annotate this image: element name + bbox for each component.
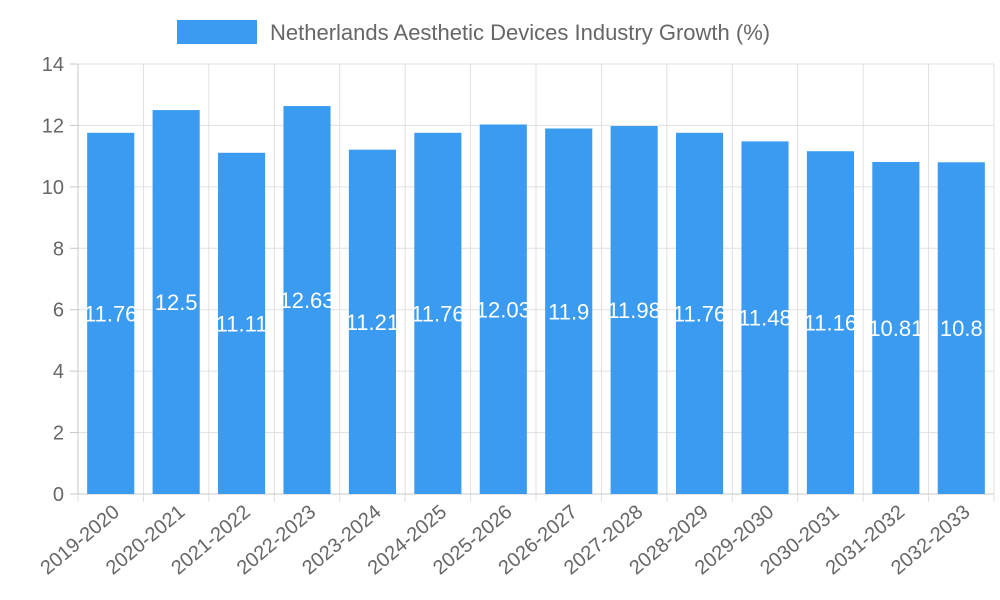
bar[interactable] bbox=[218, 152, 266, 494]
y-axis-tick-labels: 0 2 4 6 8 10 12 14 bbox=[42, 54, 64, 506]
bar[interactable] bbox=[87, 132, 135, 495]
y-tick-label: 12 bbox=[42, 115, 64, 137]
bar[interactable] bbox=[479, 124, 527, 494]
bar[interactable] bbox=[545, 128, 593, 495]
y-tick-label: 8 bbox=[53, 238, 64, 260]
data-label: 11.9 bbox=[548, 299, 589, 324]
data-label: 11.16 bbox=[804, 311, 857, 336]
data-label: 11.98 bbox=[607, 298, 660, 323]
y-tick-label: 2 bbox=[53, 423, 64, 445]
data-label: 11.76 bbox=[673, 301, 726, 326]
data-label: 11.48 bbox=[738, 306, 791, 331]
data-label: 12.5 bbox=[155, 290, 198, 315]
data-label: 10.81 bbox=[868, 316, 923, 341]
y-tick-label: 6 bbox=[53, 300, 64, 322]
bar[interactable] bbox=[872, 161, 920, 494]
y-tick-label: 14 bbox=[42, 54, 64, 76]
y-tick-label: 0 bbox=[53, 484, 64, 506]
data-label: 10.8 bbox=[940, 316, 983, 341]
legend-swatch bbox=[177, 20, 257, 44]
x-axis-tick-labels: 2019-20202020-20212021-20222022-20232023… bbox=[37, 501, 975, 579]
bar[interactable] bbox=[610, 126, 658, 495]
bar[interactable] bbox=[741, 141, 789, 494]
bar[interactable] bbox=[283, 106, 331, 494]
data-label: 12.03 bbox=[476, 297, 531, 322]
bar[interactable] bbox=[348, 149, 396, 494]
bar[interactable] bbox=[806, 151, 854, 494]
y-tick-label: 4 bbox=[53, 361, 64, 383]
data-label: 12.63 bbox=[279, 288, 334, 313]
bar[interactable] bbox=[414, 132, 462, 495]
data-label: 11.76 bbox=[411, 301, 464, 326]
data-label: 11.76 bbox=[84, 301, 137, 326]
y-tick-label: 10 bbox=[42, 177, 64, 199]
bar[interactable] bbox=[152, 110, 200, 495]
legend[interactable]: Netherlands Aesthetic Devices Industry G… bbox=[177, 20, 770, 45]
data-label: 11.21 bbox=[346, 310, 399, 335]
bar[interactable] bbox=[676, 132, 724, 495]
data-labels: 11.76 12.5 11.11 12.63 11.21 11.76 12.03 11.9 11… bbox=[84, 288, 983, 341]
bar[interactable] bbox=[937, 162, 985, 495]
data-label: 11.11 bbox=[216, 311, 268, 336]
legend-label: Netherlands Aesthetic Devices Industry G… bbox=[270, 20, 770, 45]
grid bbox=[77, 63, 995, 502]
bars bbox=[87, 106, 985, 495]
